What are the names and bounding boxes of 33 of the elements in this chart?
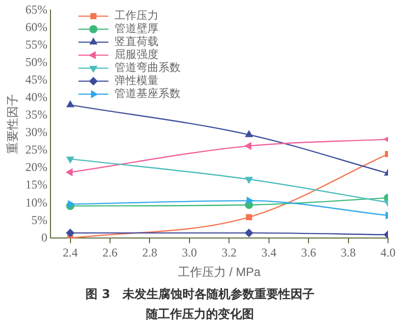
legend-label: 管道基座系数 xyxy=(114,87,180,100)
y-tick-label: 30% xyxy=(25,125,48,140)
x-tick-label: 3.2 xyxy=(222,246,237,260)
y-tick-label: 0 xyxy=(41,230,48,244)
y-tick-label: 45% xyxy=(25,72,48,87)
x-tick-label: 3.6 xyxy=(301,246,316,260)
y-tick-label: 65% xyxy=(25,2,48,16)
y-tick-label: 25% xyxy=(25,142,48,157)
y-tick-label: 35% xyxy=(25,108,48,122)
y-tick-label: 15% xyxy=(25,178,48,192)
legend-label: 管道弯曲系数 xyxy=(114,61,180,74)
legend-label: 管道壁厚 xyxy=(114,22,158,36)
x-tick-label: 3.4 xyxy=(261,246,276,260)
legend-label: 竖直荷载 xyxy=(114,35,158,48)
y-axis-title: 重要性因子 xyxy=(6,94,20,154)
legend-label: 工作压力 xyxy=(114,9,158,22)
y-tick-label: 60% xyxy=(25,20,48,34)
x-tick-label: 3.0 xyxy=(182,246,197,260)
x-tick-label: 3.8 xyxy=(340,246,356,260)
text: 图 3 未发生腐蚀时各随机参数重要性因子随工作压力的变化图 xyxy=(84,286,316,323)
x-tick-label: 2.4 xyxy=(62,246,78,260)
x-tick-label: 2.6 xyxy=(102,246,118,260)
x-axis-title: 工作压力 / MPa xyxy=(178,265,261,280)
y-tick-label: 55% xyxy=(25,37,48,52)
x-tick-label: 2.8 xyxy=(142,246,158,260)
y-tick-label: 50% xyxy=(25,54,48,69)
x-tick-label: 4.0 xyxy=(380,246,396,260)
y-tick-label: 20% xyxy=(25,160,48,174)
legend-label: 弹性模量 xyxy=(114,74,158,88)
legend-label: 屈服强度 xyxy=(114,48,158,62)
y-tick-label: 40% xyxy=(25,90,48,104)
y-tick-label: 5% xyxy=(31,212,48,227)
y-tick-label: 10% xyxy=(25,195,48,210)
